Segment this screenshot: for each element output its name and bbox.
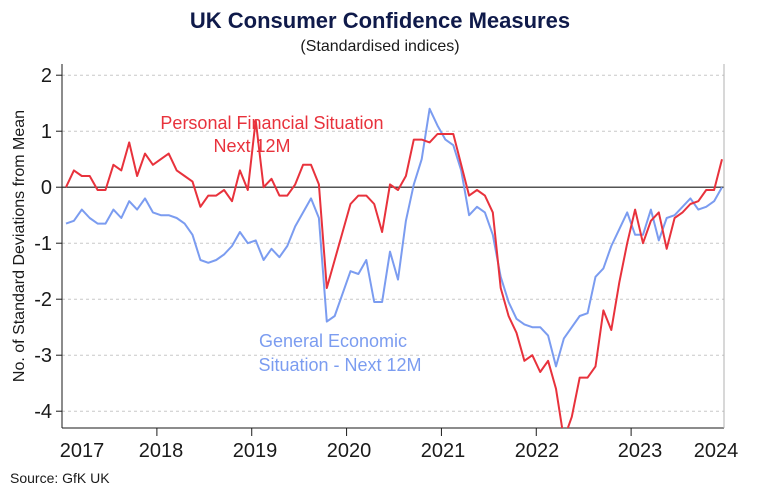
series-label-personal: Personal Financial Situation bbox=[160, 113, 383, 133]
series-lines bbox=[65, 107, 723, 428]
x-tick-label: 2021 bbox=[421, 440, 466, 462]
chart-title: UK Consumer Confidence Measures bbox=[189, 8, 571, 33]
x-tick-label: 2024 bbox=[694, 440, 739, 462]
y-tick-label: -3 bbox=[34, 345, 52, 367]
series-line-general bbox=[65, 107, 723, 368]
series-label-general: General Economic bbox=[259, 331, 407, 351]
x-tick-label: 2019 bbox=[233, 440, 278, 462]
y-tick-label: -4 bbox=[34, 401, 52, 423]
x-tick-label: 2020 bbox=[327, 440, 372, 462]
series-label-general: Situation - Next 12M bbox=[258, 355, 421, 375]
x-tick-label: 2018 bbox=[139, 440, 184, 462]
chart-subtitle: (Standardised indices) bbox=[300, 38, 460, 55]
y-tick-label: 0 bbox=[41, 177, 52, 199]
line-chart: 2 1 0 -1 -2 -3 -4 2017 2018 2019 2020 2021 2022 2023 2… bbox=[11, 64, 738, 462]
y-tick-label: 1 bbox=[41, 121, 52, 143]
series-line-personal bbox=[65, 119, 723, 428]
grid-lines bbox=[62, 74, 724, 412]
y-tick-label: -2 bbox=[34, 289, 52, 311]
x-tick-label: 2017 bbox=[60, 440, 105, 462]
x-tick-label: 2023 bbox=[618, 440, 663, 462]
axes: 2 1 0 -1 -2 -3 -4 2017 2018 2019 2020 2021 2022 2023 2… bbox=[11, 64, 738, 462]
series-label-personal: Next 12M bbox=[213, 136, 290, 156]
series-labels: Personal Financial Situation Next 12M Gene… bbox=[160, 113, 421, 375]
y-tick-label: -1 bbox=[34, 233, 52, 255]
y-tick-label: 2 bbox=[41, 65, 52, 87]
source-note: Source: GfK UK bbox=[10, 470, 110, 486]
x-tick-label: 2022 bbox=[515, 440, 560, 462]
y-axis-title: No. of Standard Deviations from Mean bbox=[11, 110, 28, 382]
